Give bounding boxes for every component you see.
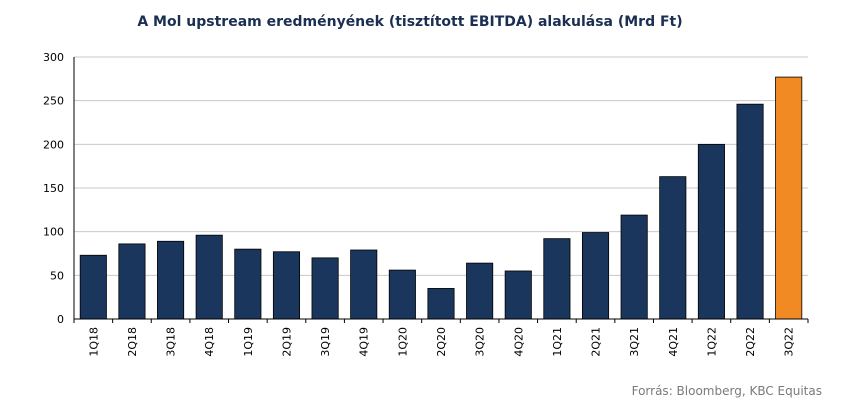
- chart-title: A Mol upstream eredményének (tisztított …: [137, 14, 683, 30]
- x-tick-label: 2Q19: [280, 327, 293, 357]
- x-axis: 1Q18 2Q18 3Q18 4Q18 1Q19 2Q19 3Q19 4Q19 1Q20 2Q20…: [73, 318, 809, 357]
- x-tick-label: 2Q18: [126, 327, 139, 357]
- bar-4Q19: [350, 249, 378, 320]
- bar-4Q18: [195, 234, 223, 320]
- x-tick-label: 1Q22: [705, 327, 718, 357]
- bar-3Q18: [157, 240, 185, 320]
- x-tick-label: 3Q18: [165, 327, 178, 357]
- x-tick-label: 2Q20: [435, 327, 448, 357]
- x-tick-label: 2Q21: [590, 327, 603, 357]
- y-tick-label: 250: [43, 95, 64, 108]
- bar-1Q21: [543, 238, 571, 320]
- x-tick-label: 4Q21: [667, 327, 680, 357]
- x-tick-label: 4Q19: [358, 327, 371, 357]
- x-tick-label: 2Q22: [744, 327, 757, 357]
- x-tick-label: 1Q19: [242, 327, 255, 357]
- bar-1Q20: [388, 269, 416, 320]
- y-tick-label: 200: [43, 138, 64, 151]
- bar-3Q21: [620, 214, 648, 320]
- y-tick-label: 150: [43, 182, 64, 195]
- x-tick-label: 3Q19: [319, 327, 332, 357]
- bar-2Q20: [427, 288, 455, 320]
- y-tick-label: 100: [43, 226, 64, 239]
- source-note: Forrás: Bloomberg, KBC Equitas: [631, 384, 822, 398]
- x-tick-label: 3Q22: [783, 327, 796, 357]
- bar-2Q18: [118, 243, 146, 320]
- bar-3Q20: [466, 262, 494, 320]
- bar-2Q22: [736, 103, 764, 320]
- x-tick-label: 1Q21: [551, 327, 564, 357]
- bar-4Q20: [504, 270, 532, 320]
- bar-1Q19: [234, 248, 262, 320]
- bar-1Q18: [79, 254, 107, 320]
- bars: [79, 76, 803, 320]
- x-tick-label: 1Q18: [87, 327, 100, 357]
- bar-2Q21: [581, 232, 610, 320]
- bar-3Q19: [311, 257, 339, 320]
- y-tick-label: 50: [50, 269, 64, 282]
- bar-4Q21: [659, 176, 687, 320]
- bar-2Q19: [272, 251, 301, 320]
- x-tick-label: 1Q20: [396, 327, 409, 357]
- x-tick-label: 3Q21: [628, 327, 641, 357]
- bar-3Q22: [775, 76, 803, 320]
- y-tick-label: 0: [57, 313, 64, 326]
- x-tick-label: 4Q20: [512, 327, 525, 357]
- x-tick-label: 3Q20: [474, 327, 487, 357]
- bar-1Q22: [697, 143, 725, 320]
- y-tick-label: 300: [43, 51, 64, 64]
- x-tick-label: 4Q18: [203, 327, 216, 357]
- y-axis: 0 50 100 150 200 250 300: [43, 51, 75, 326]
